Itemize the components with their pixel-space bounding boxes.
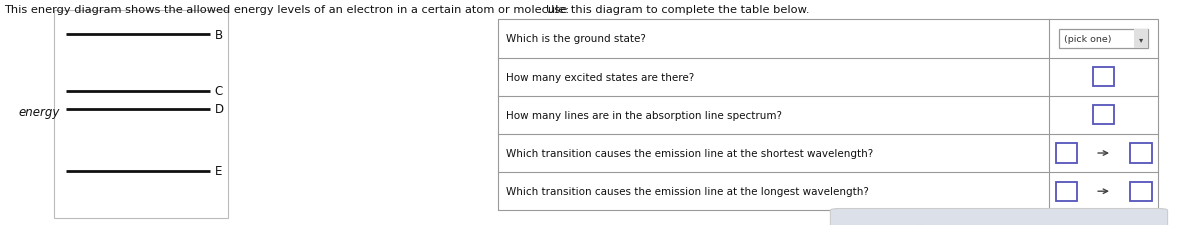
Text: B: B xyxy=(215,28,223,41)
FancyBboxPatch shape xyxy=(1134,30,1148,49)
Text: (pick one): (pick one) xyxy=(1063,35,1111,44)
Text: C: C xyxy=(215,85,223,98)
FancyBboxPatch shape xyxy=(1093,68,1115,87)
FancyBboxPatch shape xyxy=(54,11,228,218)
Text: energy: energy xyxy=(18,106,59,119)
Text: E: E xyxy=(215,164,222,178)
FancyBboxPatch shape xyxy=(1056,182,1078,201)
Text: Use this diagram to complete the table below.: Use this diagram to complete the table b… xyxy=(546,4,810,14)
FancyBboxPatch shape xyxy=(830,209,1168,225)
Text: This energy diagram shows the allowed energy levels of an electron in a certain : This energy diagram shows the allowed en… xyxy=(4,4,569,14)
Text: Which is the ground state?: Which is the ground state? xyxy=(506,34,647,44)
Text: ▾: ▾ xyxy=(1139,35,1144,44)
FancyBboxPatch shape xyxy=(1056,144,1078,163)
Text: How many lines are in the absorption line spectrum?: How many lines are in the absorption lin… xyxy=(506,110,782,120)
Text: ✕: ✕ xyxy=(914,223,924,225)
FancyBboxPatch shape xyxy=(1130,182,1152,201)
Text: Which transition causes the emission line at the longest wavelength?: Which transition causes the emission lin… xyxy=(506,186,869,196)
FancyBboxPatch shape xyxy=(1093,106,1115,125)
FancyBboxPatch shape xyxy=(1130,144,1152,163)
FancyBboxPatch shape xyxy=(498,20,1158,210)
Text: $\circlearrowleft$: $\circlearrowleft$ xyxy=(1072,223,1085,225)
FancyBboxPatch shape xyxy=(1058,30,1148,49)
Text: D: D xyxy=(215,103,224,116)
Text: How many excited states are there?: How many excited states are there? xyxy=(506,72,695,82)
Text: Which transition causes the emission line at the shortest wavelength?: Which transition causes the emission lin… xyxy=(506,148,874,158)
